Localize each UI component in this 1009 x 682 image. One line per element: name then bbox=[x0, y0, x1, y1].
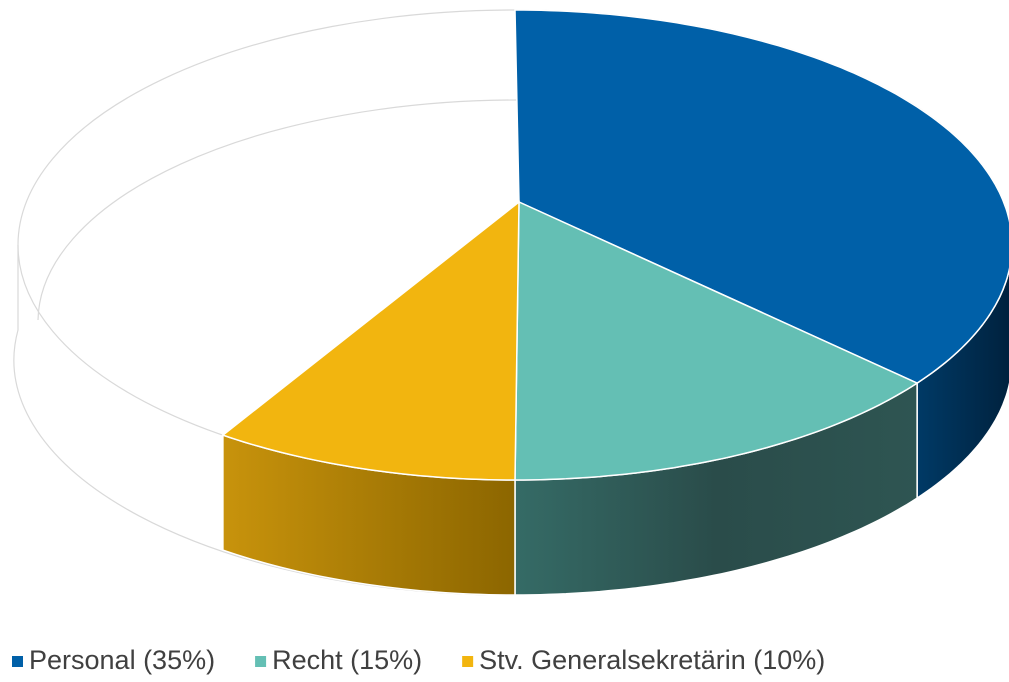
slice bbox=[514, 200, 919, 481]
slice bbox=[221, 200, 520, 481]
tops bbox=[221, 9, 1009, 481]
legend-label: Personal (35%) bbox=[29, 645, 215, 675]
sides bbox=[222, 267, 1009, 596]
legend-swatch bbox=[462, 656, 474, 667]
legend: Personal (35%) Recht (15%) Stv. Generalsek… bbox=[12, 645, 825, 675]
legend-swatch bbox=[255, 656, 267, 667]
legend-label: Stv. Generalsekretärin (10%) bbox=[479, 645, 825, 675]
legend-swatch bbox=[12, 656, 23, 667]
legend-label: Recht (15%) bbox=[272, 645, 422, 675]
slice bbox=[514, 9, 1009, 384]
pie-inner-rim bbox=[37, 99, 520, 321]
